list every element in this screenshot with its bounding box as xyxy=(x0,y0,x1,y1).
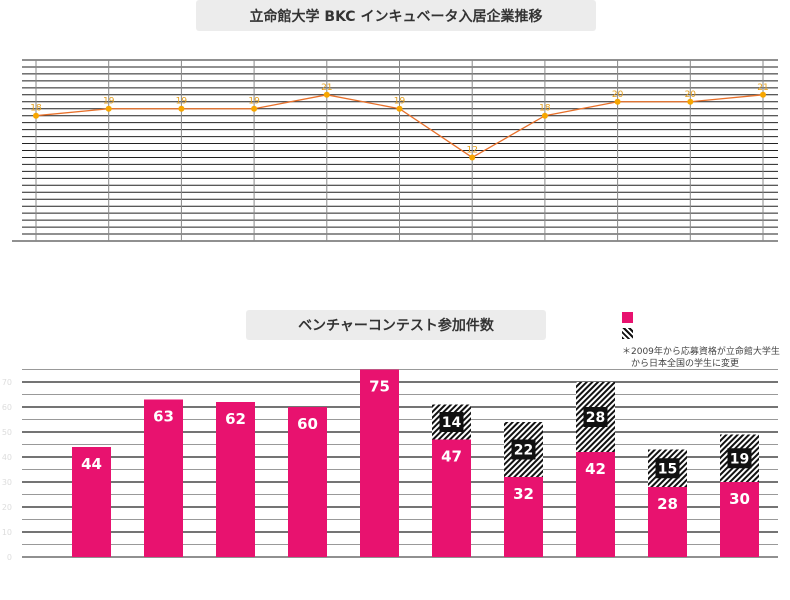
bar-base-label: 47 xyxy=(441,448,462,466)
data-label: 12 xyxy=(466,145,477,155)
data-label: 19 xyxy=(248,97,260,107)
data-point xyxy=(33,112,39,119)
bar-stacked-label: 14 xyxy=(442,415,462,431)
data-label: 20 xyxy=(612,90,624,100)
data-label: 19 xyxy=(103,97,115,107)
bar-base-label: 44 xyxy=(81,455,102,473)
bar-base xyxy=(288,407,327,557)
bar-base-label: 60 xyxy=(297,415,318,433)
data-label: 19 xyxy=(176,97,188,107)
data-label: 18 xyxy=(30,104,42,114)
data-point xyxy=(396,105,403,112)
bar-base xyxy=(360,369,399,557)
data-label: 20 xyxy=(685,90,697,100)
bar-base-label: 75 xyxy=(369,378,390,396)
line-chart-title: 立命館大学 BKC インキュベータ入居企業推移 xyxy=(196,0,596,31)
bar-base xyxy=(432,439,471,557)
bar-base-label: 30 xyxy=(729,490,750,508)
bar-stacked-label: 28 xyxy=(586,410,605,426)
bar-base-label: 63 xyxy=(153,408,174,426)
data-point xyxy=(687,98,694,105)
bar-base xyxy=(720,482,759,557)
bar-y-tick-label: 0 xyxy=(7,553,12,562)
bar-y-tick-label: 20 xyxy=(2,503,12,512)
data-label: 21 xyxy=(757,83,768,93)
data-label: 21 xyxy=(321,83,332,93)
line-chart-grid xyxy=(12,59,778,242)
bar-base-label: 42 xyxy=(585,460,606,478)
bar-stacked-label-bg xyxy=(511,439,536,460)
line-chart-marks: 18 19 19 19 21 19 12 18 20 20 21 xyxy=(30,83,769,161)
data-point xyxy=(760,91,766,98)
bar-stacked-label-bg xyxy=(583,407,608,427)
data-label: 19 xyxy=(394,97,406,107)
data-point xyxy=(178,105,185,112)
bar-stacked-label: 19 xyxy=(730,451,749,467)
bar-y-tick-label: 70 xyxy=(2,378,12,387)
bar-chart-title: ベンチャーコンテスト参加件数 xyxy=(246,310,546,340)
bar-stacked-label-bg xyxy=(439,412,464,432)
bar-stacked-label: 22 xyxy=(514,443,533,459)
data-point xyxy=(251,105,258,112)
data-point xyxy=(541,112,548,119)
bar-base-label: 62 xyxy=(225,410,246,428)
bar-stacked-label-bg xyxy=(727,448,752,469)
bar-base xyxy=(504,477,543,557)
bar-base-label: 32 xyxy=(513,485,534,503)
legend-note-line-2: から日本全国の学生に変更 xyxy=(622,359,740,369)
bar-y-tick-label: 40 xyxy=(2,453,12,462)
bar-chart-marks: 44 63 62 60 75 47 14 32 22 42 28 28 15 30 19 xyxy=(72,369,759,557)
bar-base xyxy=(648,487,687,557)
bar-y-tick-label: 60 xyxy=(2,403,12,412)
data-point xyxy=(323,91,330,98)
bar-base xyxy=(72,447,111,557)
data-point xyxy=(105,105,112,112)
legend-note-line-1: ＊2009年から応募資格が立命館大学生 xyxy=(622,347,780,357)
bar-stacked-label: 15 xyxy=(658,461,677,477)
bar-y-tick-label: 50 xyxy=(2,428,12,437)
bar-y-tick-label: 30 xyxy=(2,478,12,487)
bar-base xyxy=(576,452,615,557)
data-point xyxy=(469,154,476,161)
bar-base-label: 28 xyxy=(657,495,678,513)
bar-stacked-label-bg xyxy=(655,458,680,479)
data-label: 18 xyxy=(539,104,551,114)
legend-swatch-hatched xyxy=(622,328,633,339)
legend-note: ＊2009年から応募資格が立命館大学生 から日本全国の学生に変更 xyxy=(622,346,780,370)
bar-base xyxy=(144,399,183,557)
data-point xyxy=(614,98,621,105)
bar-base xyxy=(216,402,255,557)
bar-y-tick-label: 10 xyxy=(2,528,12,537)
legend-swatch-pink xyxy=(622,312,633,323)
bar-legend xyxy=(622,312,633,344)
